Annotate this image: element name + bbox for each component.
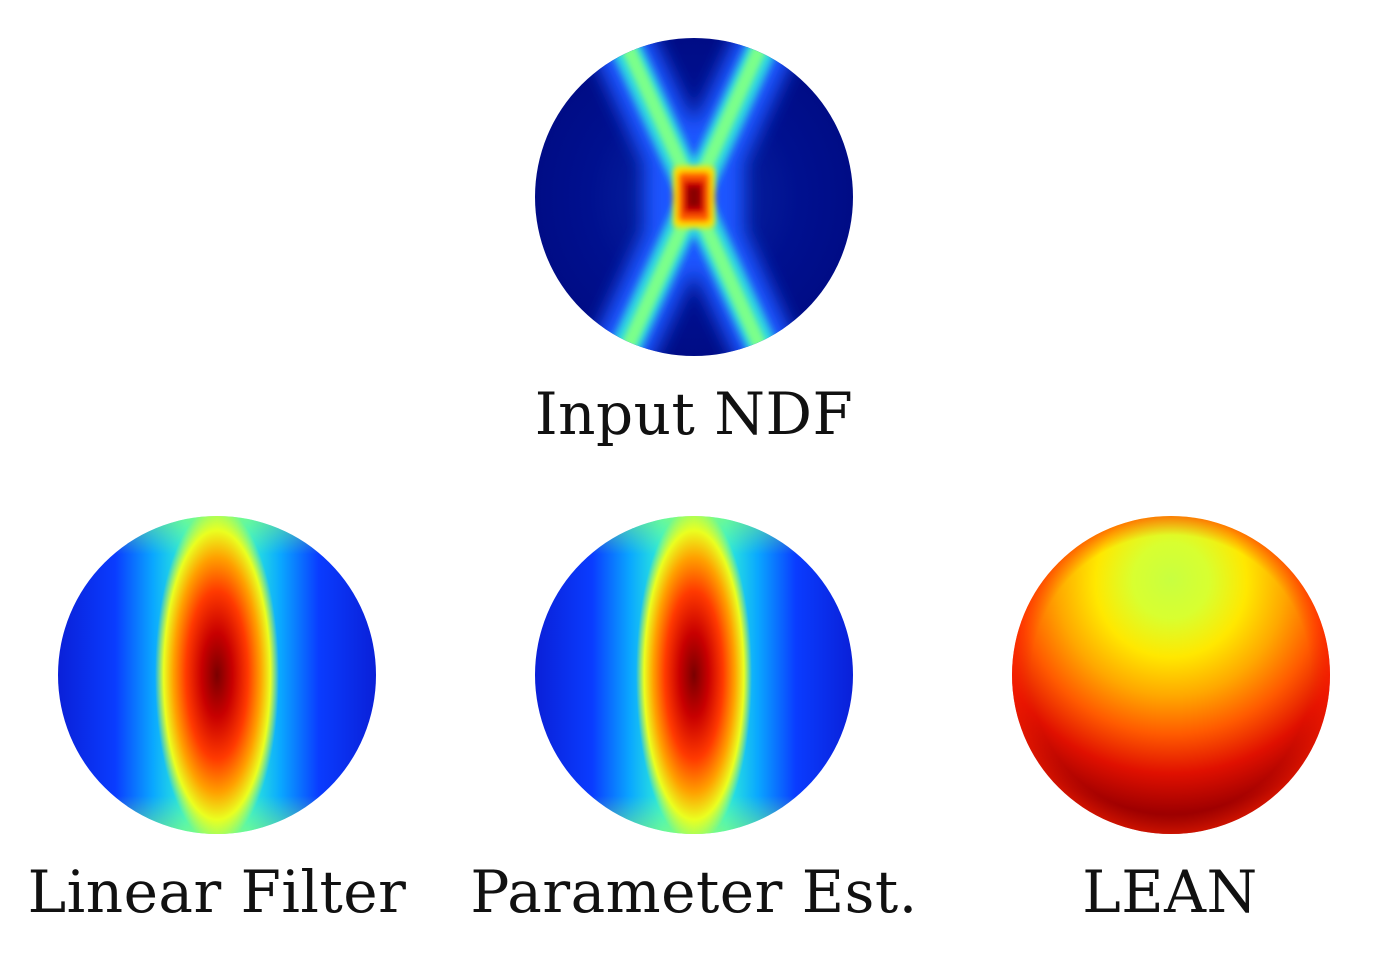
caption-input-ndf: Input NDF bbox=[534, 380, 854, 448]
linear-filter-visualization bbox=[58, 516, 376, 834]
input-ndf-visualization bbox=[535, 38, 853, 356]
lean-visualization bbox=[1012, 516, 1330, 834]
parameter-est-visualization bbox=[535, 516, 853, 834]
caption-lean: LEAN bbox=[1082, 858, 1258, 926]
caption-linear-filter: Linear Filter bbox=[27, 858, 407, 926]
caption-parameter-est: Parameter Est. bbox=[470, 858, 918, 926]
